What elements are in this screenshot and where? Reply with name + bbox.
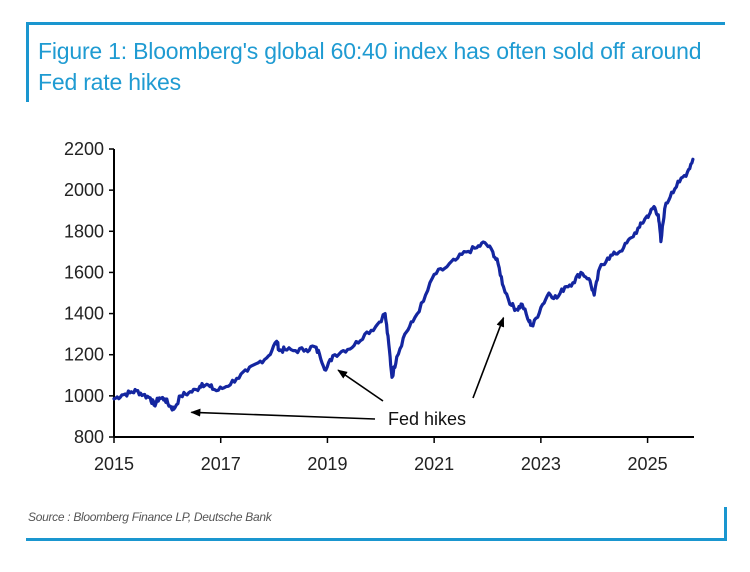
x-tick-label: 2021 [414, 454, 454, 474]
y-tick-label: 2200 [64, 139, 104, 159]
figure-title: Figure 1: Bloomberg's global 60:40 index… [38, 38, 702, 95]
y-tick-label: 800 [74, 427, 104, 447]
frame-right-border [724, 507, 727, 541]
x-tick-label: 2015 [94, 454, 134, 474]
frame-top-border [26, 22, 725, 25]
frame-left-border [26, 22, 29, 102]
y-tick-label: 1000 [64, 386, 104, 406]
y-tick-label: 1400 [64, 304, 104, 324]
source-note: Source : Bloomberg Finance LP, Deutsche … [28, 510, 272, 524]
y-tick-label: 2000 [64, 180, 104, 200]
axes [113, 149, 694, 438]
x-tick-label: 2025 [628, 454, 668, 474]
annotations-layer: Fed hikes [190, 316, 505, 429]
series-layer [112, 157, 695, 412]
annotation-arrow [472, 316, 505, 399]
x-tick-label: 2017 [201, 454, 241, 474]
y-tick-label: 1200 [64, 345, 104, 365]
y-tick-label: 1800 [64, 221, 104, 241]
series-line [112, 157, 695, 412]
annotation-arrow [337, 369, 384, 402]
annotation-arrow [190, 408, 376, 420]
x-tick-label: 2023 [521, 454, 561, 474]
ticks: 800 1000 1200 1400 1600 1800 2000 2200 2015 2017 2… [64, 139, 668, 474]
annotation-label-fed-hikes: Fed hikes [388, 409, 466, 429]
x-tick-label: 2019 [307, 454, 347, 474]
frame-bottom-border [26, 538, 727, 541]
y-tick-label: 1600 [64, 262, 104, 282]
